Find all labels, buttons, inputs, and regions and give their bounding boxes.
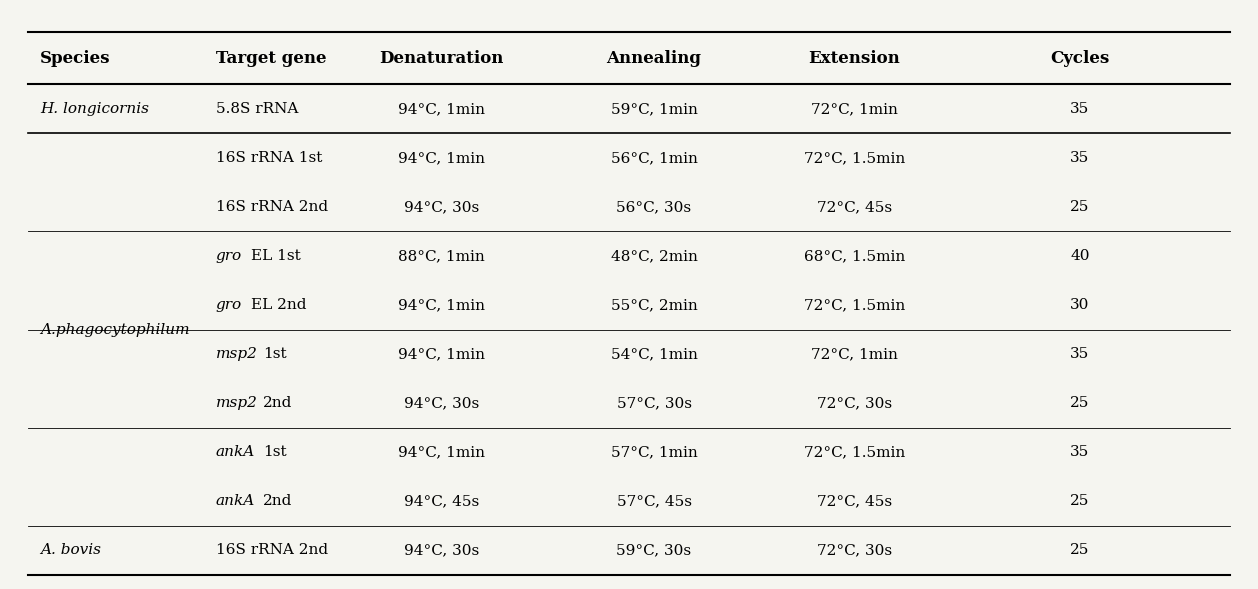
Text: ankA: ankA	[215, 494, 255, 508]
Text: 2nd: 2nd	[263, 494, 293, 508]
Text: Annealing: Annealing	[606, 49, 702, 67]
Text: 94°C, 30s: 94°C, 30s	[404, 543, 479, 557]
Text: 35: 35	[1071, 347, 1089, 361]
Text: 68°C, 1.5min: 68°C, 1.5min	[804, 249, 905, 263]
Text: 35: 35	[1071, 445, 1089, 459]
Text: EL 1st: EL 1st	[250, 249, 301, 263]
Text: Cycles: Cycles	[1050, 49, 1110, 67]
Text: 59°C, 30s: 59°C, 30s	[616, 543, 692, 557]
Text: Extension: Extension	[809, 49, 901, 67]
Text: 72°C, 1min: 72°C, 1min	[811, 347, 898, 361]
Text: gro: gro	[215, 249, 242, 263]
Text: Denaturation: Denaturation	[379, 49, 503, 67]
Text: 40: 40	[1071, 249, 1089, 263]
Text: 1st: 1st	[263, 445, 287, 459]
Text: 94°C, 45s: 94°C, 45s	[404, 494, 479, 508]
Text: 94°C, 1min: 94°C, 1min	[398, 445, 484, 459]
Text: ankA: ankA	[215, 445, 255, 459]
Text: 88°C, 1min: 88°C, 1min	[398, 249, 484, 263]
Text: 72°C, 1.5min: 72°C, 1.5min	[804, 298, 905, 312]
Text: 94°C, 30s: 94°C, 30s	[404, 396, 479, 410]
Text: 94°C, 1min: 94°C, 1min	[398, 347, 484, 361]
Text: msp2: msp2	[215, 396, 258, 410]
Text: msp2: msp2	[215, 347, 258, 361]
Text: 57°C, 45s: 57°C, 45s	[616, 494, 692, 508]
Text: 72°C, 1.5min: 72°C, 1.5min	[804, 151, 905, 165]
Text: 94°C, 1min: 94°C, 1min	[398, 151, 484, 165]
Text: 94°C, 1min: 94°C, 1min	[398, 298, 484, 312]
Text: 56°C, 30s: 56°C, 30s	[616, 200, 692, 214]
Text: 35: 35	[1071, 151, 1089, 165]
Text: 25: 25	[1071, 543, 1089, 557]
Text: 72°C, 45s: 72°C, 45s	[816, 200, 892, 214]
Text: 16S rRNA 2nd: 16S rRNA 2nd	[215, 200, 328, 214]
Text: 57°C, 30s: 57°C, 30s	[616, 396, 692, 410]
Text: EL 2nd: EL 2nd	[250, 298, 306, 312]
Text: A. bovis: A. bovis	[40, 543, 102, 557]
Text: 54°C, 1min: 54°C, 1min	[610, 347, 697, 361]
Text: 25: 25	[1071, 396, 1089, 410]
Text: 72°C, 1min: 72°C, 1min	[811, 102, 898, 116]
Text: 16S rRNA 2nd: 16S rRNA 2nd	[215, 543, 328, 557]
Text: 94°C, 30s: 94°C, 30s	[404, 200, 479, 214]
Text: 48°C, 2min: 48°C, 2min	[610, 249, 697, 263]
Text: 5.8S rRNA: 5.8S rRNA	[215, 102, 298, 116]
Text: 72°C, 45s: 72°C, 45s	[816, 494, 892, 508]
Text: 72°C, 30s: 72°C, 30s	[816, 543, 892, 557]
Text: 25: 25	[1071, 494, 1089, 508]
Text: 72°C, 1.5min: 72°C, 1.5min	[804, 445, 905, 459]
Text: gro: gro	[215, 298, 242, 312]
Text: 57°C, 1min: 57°C, 1min	[610, 445, 697, 459]
Text: 94°C, 1min: 94°C, 1min	[398, 102, 484, 116]
Text: A.phagocytophilum: A.phagocytophilum	[40, 323, 190, 336]
Text: 1st: 1st	[263, 347, 287, 361]
Text: 55°C, 2min: 55°C, 2min	[610, 298, 697, 312]
Text: 30: 30	[1071, 298, 1089, 312]
Text: 35: 35	[1071, 102, 1089, 116]
Text: 59°C, 1min: 59°C, 1min	[610, 102, 697, 116]
Text: Target gene: Target gene	[215, 49, 326, 67]
Text: 72°C, 30s: 72°C, 30s	[816, 396, 892, 410]
Text: 16S rRNA 1st: 16S rRNA 1st	[215, 151, 322, 165]
Text: H. longicornis: H. longicornis	[40, 102, 150, 116]
Text: 56°C, 1min: 56°C, 1min	[610, 151, 697, 165]
Text: 25: 25	[1071, 200, 1089, 214]
Text: Species: Species	[40, 49, 111, 67]
Text: 2nd: 2nd	[263, 396, 293, 410]
